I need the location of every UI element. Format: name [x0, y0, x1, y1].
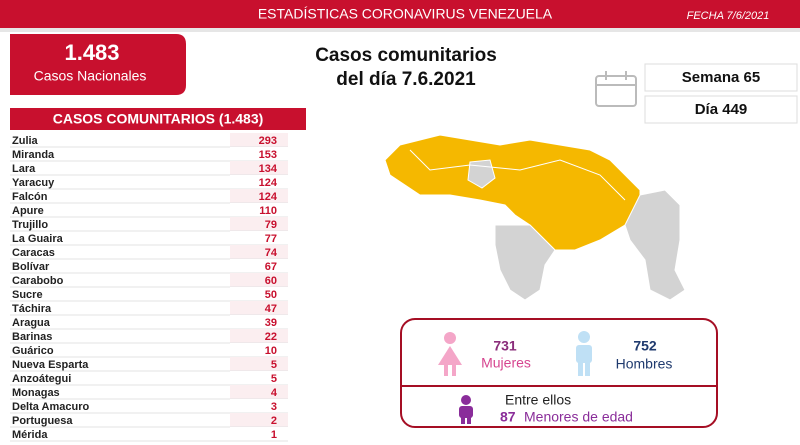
- state-name: Mérida: [12, 429, 48, 441]
- state-cases: 39: [265, 317, 277, 329]
- state-name: Trujillo: [12, 219, 48, 231]
- state-cases: 67: [265, 261, 277, 273]
- headline-line: Casos comunitarios: [315, 45, 497, 66]
- value-cell: [230, 329, 288, 343]
- header-strip: [0, 28, 800, 32]
- child-icon: [459, 395, 473, 424]
- state-cases: 5: [271, 373, 277, 385]
- table-title-bar: [10, 108, 306, 130]
- headline-line: del día 7.6.2021: [336, 69, 476, 90]
- women-value: 731: [493, 338, 517, 354]
- value-cell: [230, 315, 288, 329]
- day-box: [644, 95, 798, 124]
- national-label: Casos Nacionales: [34, 68, 147, 84]
- value-cell: [230, 343, 288, 357]
- value-cell: [230, 217, 288, 231]
- value-cell: [230, 413, 288, 427]
- value-cell: [230, 301, 288, 315]
- value-cell: [230, 357, 288, 371]
- state-name: Caracas: [12, 247, 55, 259]
- state-name: Táchira: [12, 303, 52, 315]
- state-name: Bolívar: [12, 261, 50, 273]
- man-icon: [576, 331, 592, 376]
- state-name: Barinas: [12, 331, 52, 343]
- gender-box: [400, 318, 718, 428]
- national-value: 1.483: [64, 40, 119, 65]
- minors-intro: Entre ellos: [505, 392, 571, 408]
- state-cases: 50: [265, 289, 277, 301]
- state-name: Miranda: [12, 149, 55, 161]
- value-cell: [230, 371, 288, 385]
- state-name: Portuguesa: [12, 415, 73, 427]
- state-cases: 74: [265, 247, 278, 259]
- state-cases: 3: [271, 401, 277, 413]
- state-cases: 110: [259, 205, 277, 217]
- state-cases: 10: [265, 345, 277, 357]
- map: [384, 134, 686, 301]
- state-cases: 2: [271, 415, 277, 427]
- value-cell: [230, 147, 288, 161]
- state-name: Apure: [12, 205, 44, 217]
- value-cell: [230, 427, 288, 441]
- state-name: Guárico: [12, 345, 54, 357]
- header-date: FECHA 7/6/2021: [687, 10, 770, 22]
- woman-icon: [438, 332, 462, 376]
- value-cell: [230, 231, 288, 245]
- calendar-icon: [595, 71, 637, 107]
- state-name: Nueva Esparta: [12, 359, 89, 371]
- men-value: 752: [633, 338, 657, 354]
- state-name: Yaracuy: [12, 177, 55, 189]
- state-cases: 124: [259, 177, 278, 189]
- minors-value: 87: [500, 409, 516, 425]
- header-bar: [0, 0, 800, 28]
- state-name: Monagas: [12, 387, 60, 399]
- state-cases: 22: [265, 331, 277, 343]
- header-title: ESTADÍSTICAS CORONAVIRUS VENEZUELA: [258, 6, 553, 22]
- state-cases: 60: [265, 275, 277, 287]
- week-label: Semana 65: [682, 69, 760, 86]
- state-cases: 77: [265, 233, 277, 245]
- state-name: Sucre: [12, 289, 43, 301]
- value-cell: [230, 287, 288, 301]
- state-name: Anzoátegui: [12, 373, 71, 385]
- national-box: [10, 34, 186, 95]
- state-cases: 79: [265, 219, 277, 231]
- value-cell: [230, 385, 288, 399]
- state-name: Zulia: [12, 135, 39, 147]
- state-name: Delta Amacuro: [12, 401, 90, 413]
- value-cell: [230, 161, 288, 175]
- state-name: Falcón: [12, 191, 48, 203]
- minors-label: Menores de edad: [524, 409, 633, 425]
- value-cell: [230, 399, 288, 413]
- state-name: Lara: [12, 163, 36, 175]
- value-cell: [230, 189, 288, 203]
- week-box: [644, 63, 798, 92]
- value-cell: [230, 259, 288, 273]
- women-label: Mujeres: [481, 355, 531, 371]
- value-cell: [230, 203, 288, 217]
- state-cases: 4: [271, 387, 278, 399]
- state-cases: 47: [265, 303, 277, 315]
- state-cases: 5: [271, 359, 277, 371]
- state-name: La Guaira: [12, 233, 64, 245]
- state-name: Carabobo: [12, 275, 64, 287]
- day-label: Día 449: [695, 101, 748, 118]
- state-cases: 134: [259, 163, 278, 175]
- value-cell: [230, 133, 288, 147]
- state-cases: 293: [259, 135, 277, 147]
- men-label: Hombres: [616, 356, 673, 372]
- state-cases: 1: [271, 429, 277, 441]
- table-title: CASOS COMUNITARIOS (1.483): [53, 111, 264, 127]
- value-cell: [230, 273, 288, 287]
- state-cases: 153: [259, 149, 277, 161]
- state-cases: 124: [259, 191, 278, 203]
- value-cell: [230, 245, 288, 259]
- state-name: Aragua: [12, 317, 51, 329]
- value-cell: [230, 175, 288, 189]
